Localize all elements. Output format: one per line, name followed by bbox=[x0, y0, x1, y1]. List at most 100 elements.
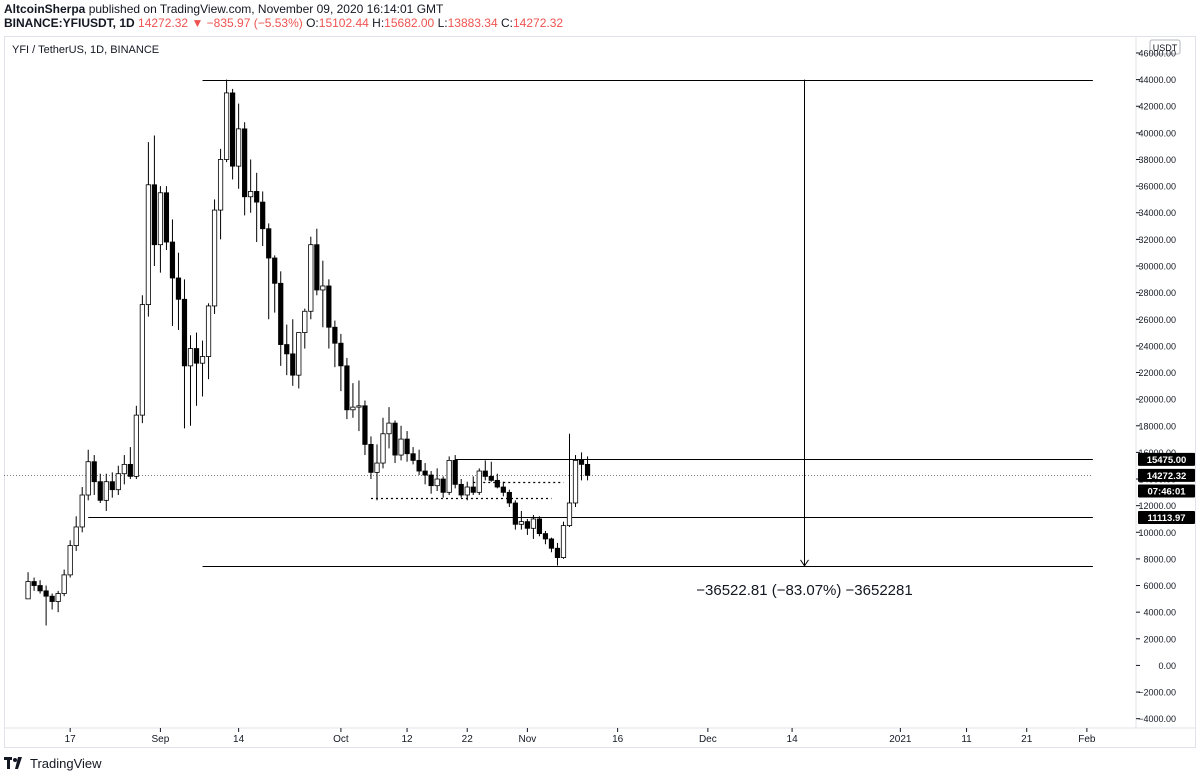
candle-up bbox=[157, 186, 164, 273]
candle-body bbox=[362, 405, 368, 445]
y-tick-label: 4000.00 bbox=[1143, 608, 1176, 618]
measure-arrow-icon bbox=[800, 559, 809, 567]
y-tick-label: 6000.00 bbox=[1143, 581, 1176, 591]
candle-body bbox=[332, 326, 338, 344]
candle-body bbox=[344, 365, 350, 411]
candle-up bbox=[296, 332, 302, 389]
candle-body bbox=[157, 192, 164, 246]
candle-down bbox=[260, 191, 266, 247]
y-tick-label: 12000.00 bbox=[1138, 501, 1176, 511]
candle-body bbox=[193, 348, 200, 364]
candle-up bbox=[518, 510, 524, 530]
candle-body bbox=[374, 462, 380, 473]
candle-down bbox=[524, 518, 530, 535]
candle-body bbox=[199, 356, 206, 364]
currency-badge-box bbox=[1149, 39, 1181, 55]
candle-down bbox=[470, 476, 476, 496]
candle-up bbox=[85, 449, 91, 501]
chart-frame bbox=[4, 36, 1196, 748]
candle-body bbox=[169, 241, 176, 279]
candle-up bbox=[380, 417, 386, 469]
candle-body bbox=[284, 344, 290, 355]
x-tick-label: 21 bbox=[1021, 734, 1033, 745]
tradingview-logo-icon bbox=[4, 757, 22, 769]
y-tick-label: 32000.00 bbox=[1138, 235, 1176, 245]
candle-down bbox=[428, 471, 434, 494]
high-value: 15682.00 bbox=[384, 16, 435, 30]
candle-down bbox=[97, 473, 103, 503]
price-change: −835.97 (−5.53%) bbox=[206, 16, 303, 30]
y-tick-label: 10000.00 bbox=[1138, 528, 1176, 538]
candle-down bbox=[266, 223, 272, 320]
candle-body bbox=[518, 521, 524, 525]
candle-up bbox=[434, 468, 440, 492]
footer-brand[interactable]: TradingView bbox=[30, 755, 102, 771]
candle-body bbox=[446, 459, 452, 493]
candle-body bbox=[67, 545, 73, 576]
candle-body bbox=[452, 459, 458, 485]
candle-body bbox=[428, 474, 434, 487]
candle-body bbox=[302, 310, 308, 333]
candle-down bbox=[284, 324, 290, 376]
y-tick-label: 22000.00 bbox=[1138, 368, 1176, 378]
candle-up bbox=[446, 456, 452, 496]
candle-body bbox=[296, 332, 302, 376]
candle-body bbox=[254, 191, 260, 203]
candle-down bbox=[272, 255, 278, 313]
y-tick-label: 46000.00 bbox=[1138, 48, 1176, 58]
x-tick-label: Dec bbox=[699, 734, 717, 745]
candle-body bbox=[151, 184, 157, 246]
candle-up bbox=[211, 199, 218, 314]
y-tick-label: 20000.00 bbox=[1138, 395, 1176, 405]
author-name[interactable]: AltcoinSherpa bbox=[4, 2, 86, 16]
candle-body bbox=[103, 481, 109, 501]
candle-body bbox=[91, 461, 97, 483]
candle-body bbox=[31, 581, 37, 586]
candle-down bbox=[242, 122, 248, 216]
x-tick-label: 12 bbox=[402, 734, 414, 745]
candle-up bbox=[187, 335, 194, 426]
footer: TradingView bbox=[4, 752, 102, 774]
x-tick-label: Oct bbox=[333, 734, 349, 745]
candle-down bbox=[578, 452, 585, 481]
candle-up bbox=[386, 407, 392, 449]
candle-down bbox=[506, 489, 512, 507]
candle-down bbox=[554, 542, 561, 566]
candle-down bbox=[362, 400, 368, 456]
candle-down bbox=[416, 449, 422, 476]
candle-body bbox=[524, 521, 530, 529]
candle-up bbox=[308, 236, 314, 320]
candle-up bbox=[205, 303, 212, 380]
candle-body bbox=[536, 518, 543, 535]
candle-down bbox=[410, 447, 416, 465]
y-tick-label: 8000.00 bbox=[1143, 554, 1176, 564]
candle-up bbox=[560, 521, 567, 559]
candle-down bbox=[181, 279, 188, 429]
candle-body bbox=[260, 201, 266, 230]
candle-up bbox=[133, 405, 139, 480]
candle-up bbox=[398, 425, 404, 461]
y-tick-label: 34000.00 bbox=[1138, 208, 1176, 218]
currency-badge[interactable]: USDT bbox=[1149, 39, 1181, 55]
candle-body bbox=[175, 277, 182, 300]
y-tick-label: 2000.00 bbox=[1143, 634, 1176, 644]
candle-body bbox=[392, 422, 398, 456]
candle-body bbox=[530, 518, 537, 529]
candle-body bbox=[55, 593, 61, 602]
candle-body bbox=[506, 491, 512, 504]
price-badge-box bbox=[1138, 468, 1195, 482]
candle-down bbox=[49, 593, 55, 610]
candle-body bbox=[49, 595, 55, 602]
candle-down bbox=[536, 516, 543, 537]
measure-label: −36522.81 (−83.07%) −3652281 bbox=[696, 582, 912, 599]
candle-body bbox=[416, 459, 422, 472]
candle-body bbox=[566, 502, 573, 527]
candle-body bbox=[542, 533, 549, 540]
x-tick-label: Nov bbox=[518, 734, 536, 745]
candle-body bbox=[500, 486, 506, 493]
candle-down bbox=[542, 530, 549, 545]
candle-up bbox=[374, 444, 380, 501]
candle-up bbox=[350, 383, 356, 418]
y-tick-label: 26000.00 bbox=[1138, 315, 1176, 325]
